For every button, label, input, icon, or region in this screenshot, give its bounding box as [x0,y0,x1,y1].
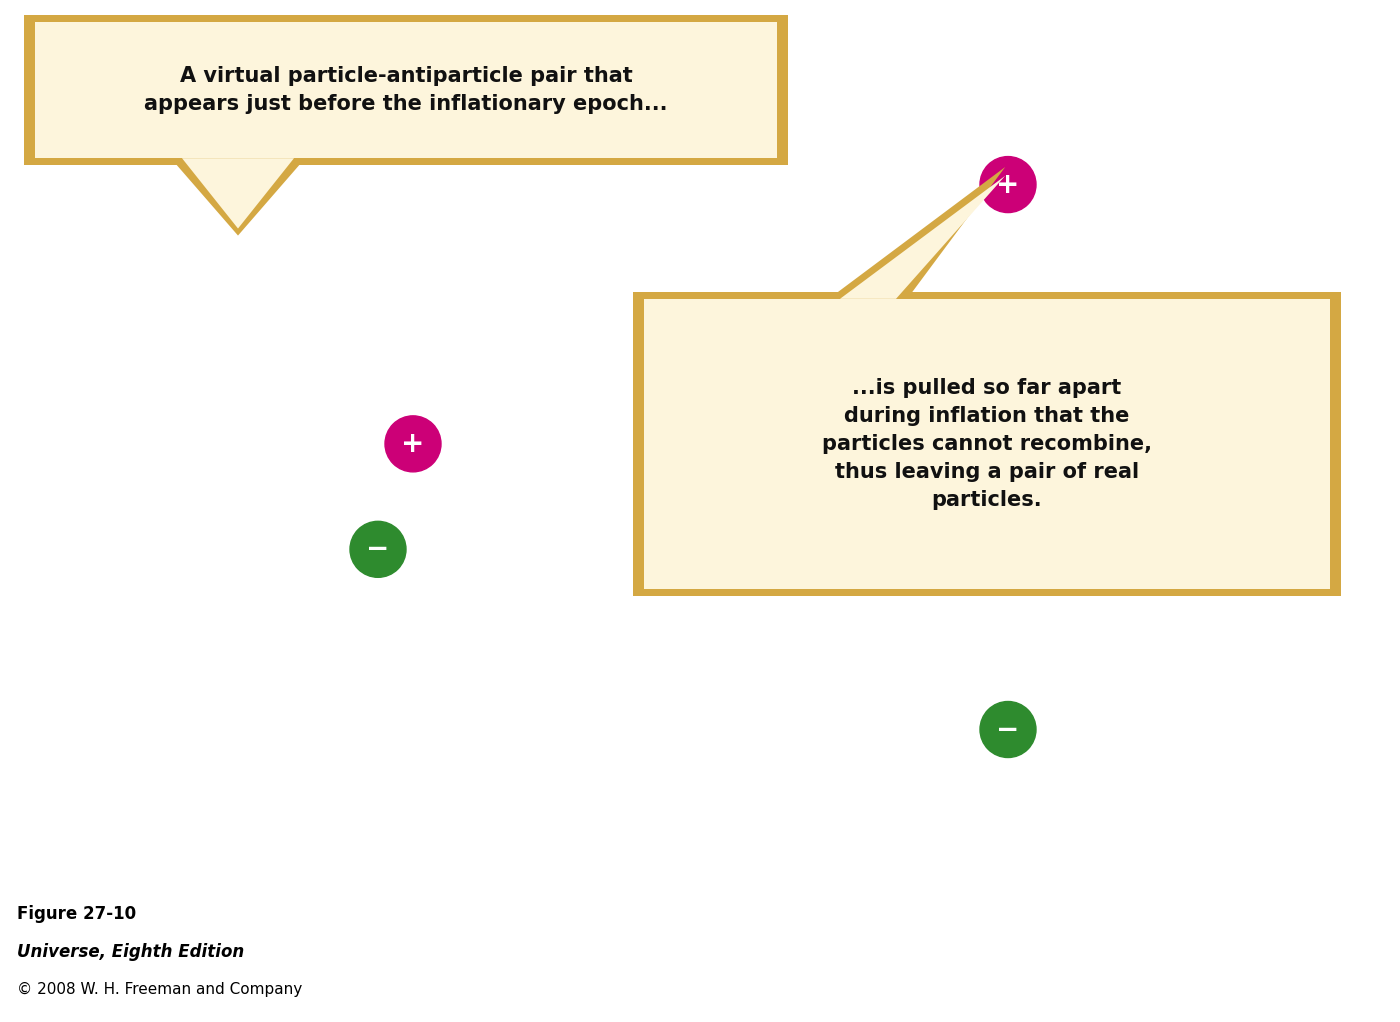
Ellipse shape [980,156,1036,213]
FancyBboxPatch shape [633,292,1341,596]
Text: Virtual positron: Virtual positron [511,367,721,391]
FancyBboxPatch shape [24,15,788,166]
Text: Real electron: Real electron [1064,717,1240,742]
Text: © 2008 W. H. Freeman and Company: © 2008 W. H. Freeman and Company [17,982,302,996]
Text: −: − [997,715,1019,743]
Text: ...is pulled so far apart
during inflation that the
particles cannot recombine,
: ...is pulled so far apart during inflati… [822,378,1152,510]
FancyBboxPatch shape [644,298,1330,589]
Text: Virtual electron: Virtual electron [434,611,643,635]
Polygon shape [840,176,1005,298]
Text: +: + [997,171,1019,198]
Polygon shape [171,158,305,235]
Ellipse shape [980,701,1036,757]
Ellipse shape [350,521,406,577]
Polygon shape [182,158,294,229]
Text: −: − [367,536,389,563]
Ellipse shape [385,416,441,472]
Text: +: + [402,430,424,458]
Text: A virtual particle-antiparticle pair that
appears just before the inflationary e: A virtual particle-antiparticle pair tha… [144,66,668,114]
Text: Figure 27-10: Figure 27-10 [17,904,136,923]
Polygon shape [829,167,1005,298]
FancyBboxPatch shape [35,21,777,158]
Text: Real positron: Real positron [1064,173,1242,196]
Text: Universe, Eighth Edition: Universe, Eighth Edition [17,943,244,962]
